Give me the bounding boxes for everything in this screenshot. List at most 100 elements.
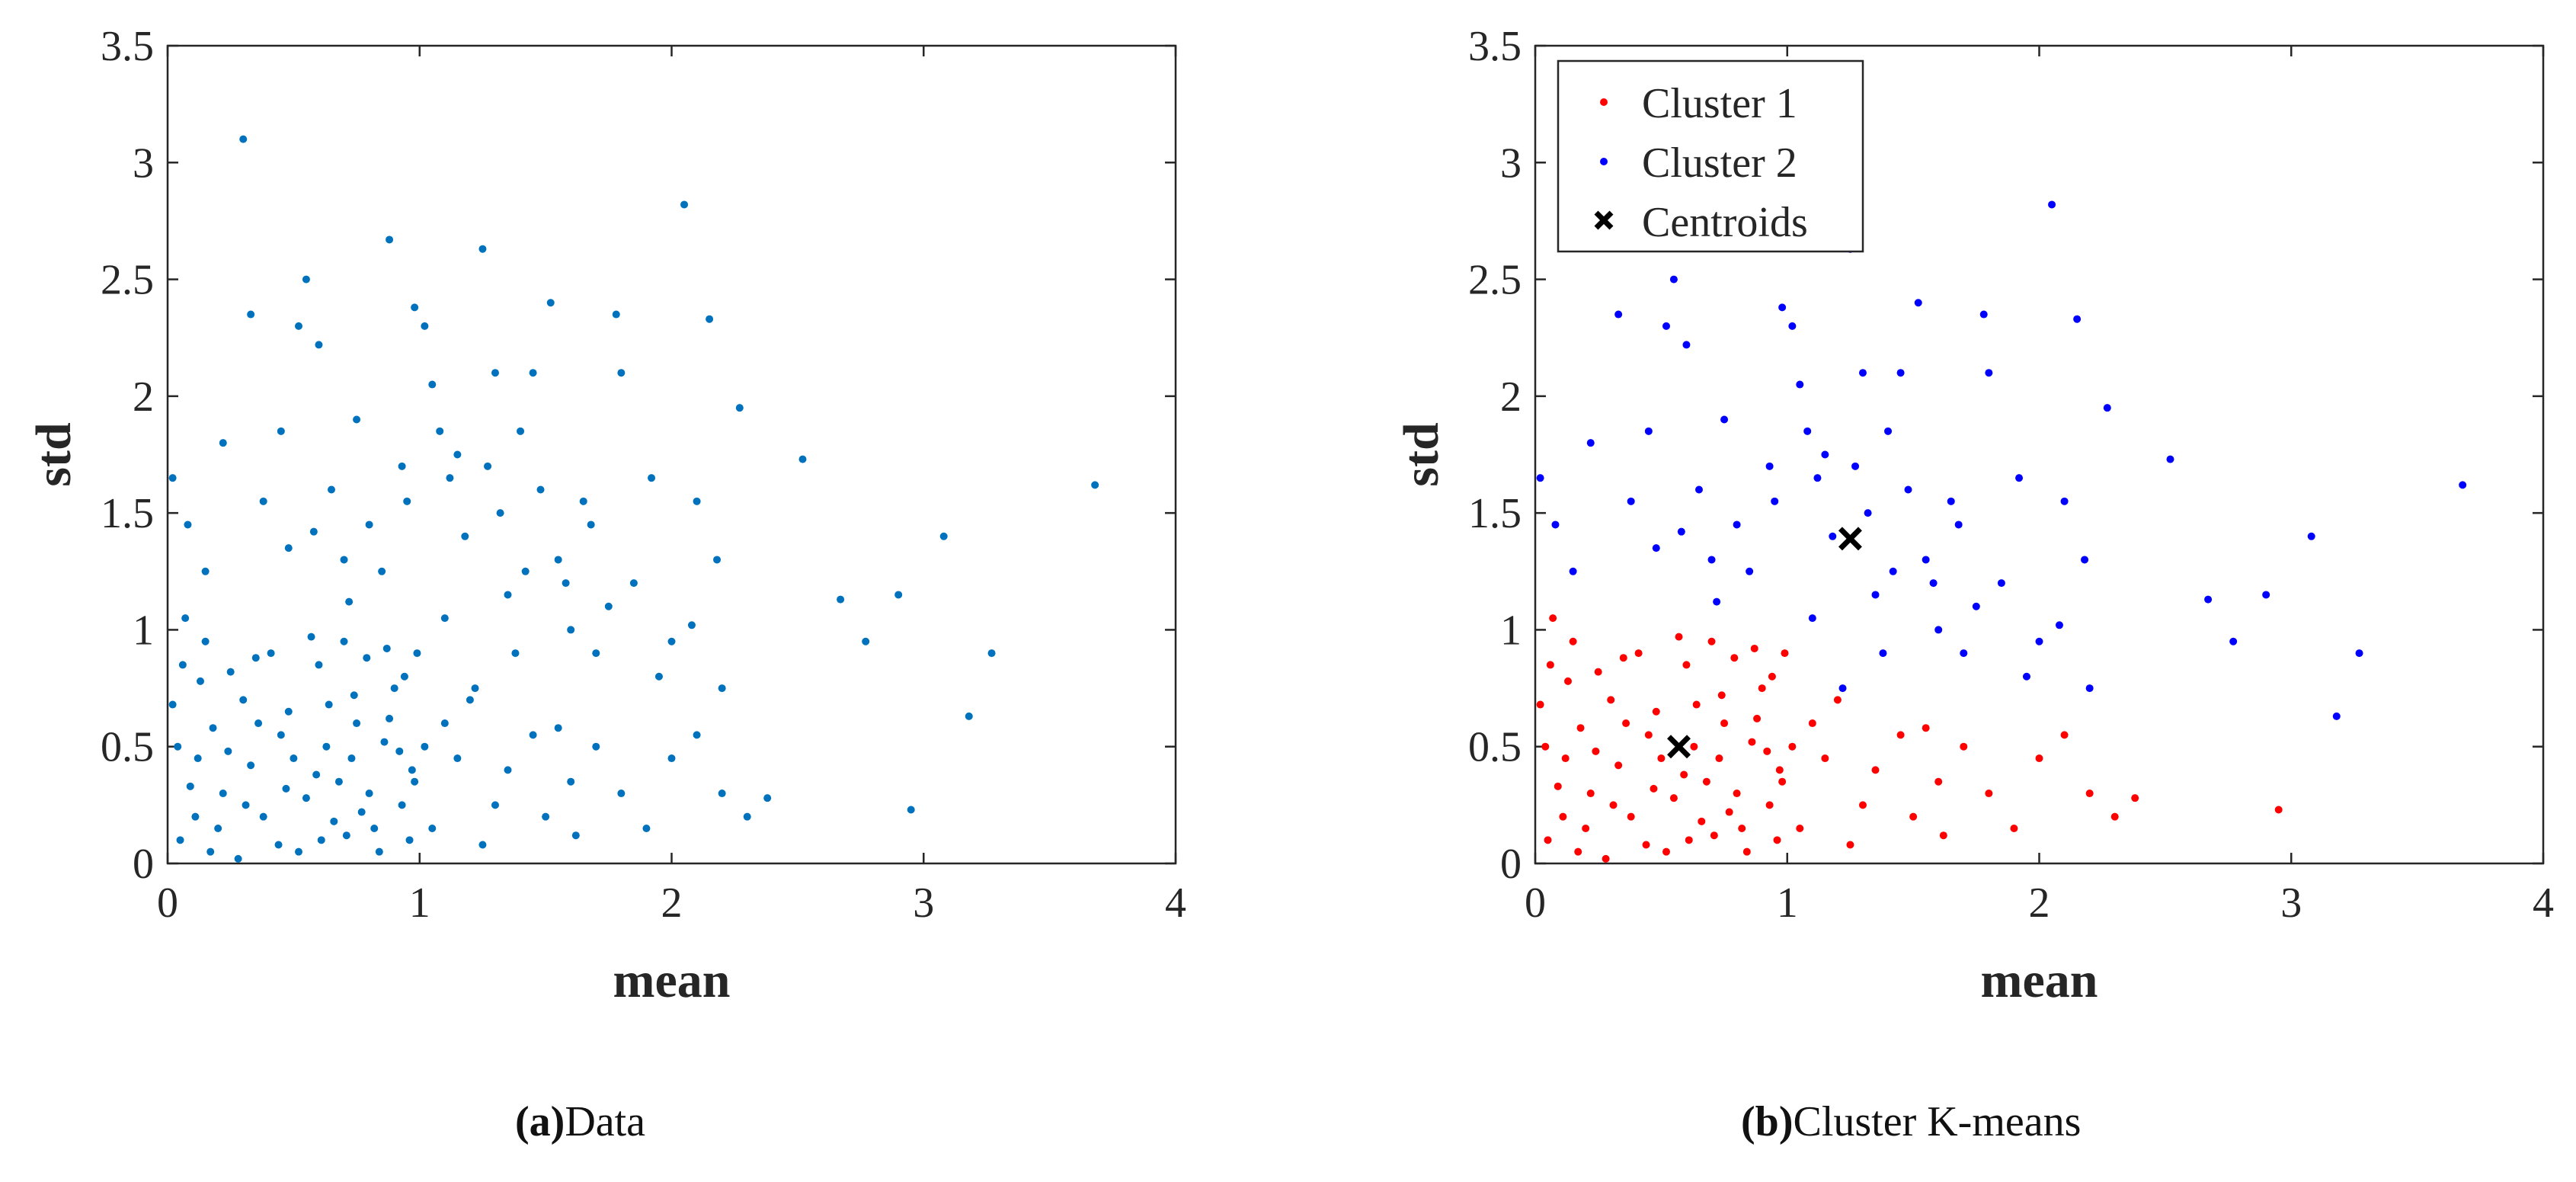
data-point — [219, 439, 227, 447]
data-point — [380, 738, 389, 746]
data-point — [347, 754, 356, 763]
data-point — [837, 595, 845, 604]
cluster1-point — [1675, 633, 1683, 641]
data-point — [277, 731, 285, 739]
data-point — [242, 801, 250, 809]
cluster1-point — [1574, 847, 1582, 856]
cluster2-point — [1713, 597, 1721, 606]
data-point — [365, 521, 373, 529]
panel-a-ytick-label: 2 — [133, 373, 154, 421]
cluster1-point — [1730, 654, 1739, 662]
panel-a-ytick-label: 3 — [133, 139, 154, 187]
cluster1-point — [1536, 700, 1544, 709]
data-point — [1091, 481, 1099, 489]
data-point — [743, 812, 751, 821]
cluster1-point — [1922, 724, 1930, 732]
data-point — [302, 275, 310, 283]
cluster2-point — [1652, 544, 1660, 553]
data-point — [718, 790, 726, 798]
panel-a-xlabel: mean — [613, 953, 731, 1008]
data-point — [398, 462, 406, 470]
cluster1-point — [1773, 836, 1781, 844]
panel-a-ytick-label: 2.5 — [101, 257, 154, 304]
cluster2-point — [1838, 684, 1847, 693]
cluster2-point — [2022, 672, 2030, 681]
panel-a-xtick-label: 1 — [409, 879, 430, 927]
data-point — [713, 556, 722, 564]
data-point — [571, 831, 580, 840]
cluster1-point — [1563, 677, 1572, 685]
data-point — [340, 556, 348, 564]
cluster2-point — [2229, 637, 2238, 645]
centroid-marker — [1667, 735, 1691, 759]
cluster1-point — [1642, 841, 1650, 849]
data-point — [907, 806, 915, 814]
data-point — [226, 668, 235, 676]
cluster1-point — [1592, 747, 1600, 755]
cluster2-point — [1972, 602, 1980, 610]
cluster1-point — [1833, 696, 1842, 704]
data-point — [191, 812, 200, 821]
data-point — [196, 677, 204, 685]
panel-a-xtick-label: 0 — [157, 879, 178, 927]
data-point — [168, 700, 177, 709]
data-point — [277, 427, 285, 435]
data-point — [421, 742, 429, 751]
data-point — [617, 369, 626, 377]
data-point — [529, 369, 537, 377]
cluster1-point — [1549, 614, 1557, 623]
cluster1-point — [1680, 770, 1688, 779]
data-point — [446, 474, 454, 482]
data-point — [400, 672, 408, 681]
data-point — [353, 415, 361, 424]
panel-b-ylabel: std — [1394, 422, 1449, 486]
panel-a-ytick-label: 3.5 — [101, 23, 154, 70]
data-point — [735, 404, 744, 412]
cluster1-point — [1622, 719, 1630, 728]
data-point — [251, 654, 260, 662]
cluster2-point — [2204, 595, 2213, 604]
cluster1-point — [1778, 777, 1787, 786]
panel-a-ytick-label: 1 — [133, 607, 154, 654]
caption-a-paren-close: ) — [550, 1098, 565, 1145]
cluster2-point — [1536, 474, 1544, 482]
data-point — [254, 719, 263, 728]
caption-b: (b)Cluster K-means — [1741, 1097, 2081, 1146]
data-point — [471, 684, 479, 693]
cluster1-point — [1748, 738, 1756, 746]
cluster1-point — [1586, 790, 1595, 798]
cluster1-point — [1619, 654, 1627, 662]
caption-a-text: Data — [565, 1098, 646, 1145]
data-point — [239, 135, 248, 143]
cluster1-point — [1753, 714, 1762, 722]
data-point — [247, 310, 255, 319]
panel-a-ytick-label: 0.5 — [101, 724, 154, 771]
data-point — [330, 817, 338, 825]
data-point — [411, 777, 419, 786]
data-point — [386, 235, 394, 244]
cluster2-point — [1922, 556, 1930, 564]
data-point — [453, 754, 462, 763]
cluster2-point — [1851, 462, 1860, 470]
cluster1-point — [1909, 812, 1918, 821]
cluster1-point — [1725, 808, 1733, 816]
cluster2-point — [1707, 556, 1716, 564]
cluster2-point — [1569, 567, 1577, 575]
cluster1-point — [1985, 790, 1993, 798]
panel-b-xlabel: mean — [1981, 953, 2098, 1008]
cluster1-point — [1594, 668, 1602, 676]
cluster1-point — [1634, 649, 1643, 658]
data-point — [206, 847, 215, 856]
data-point — [334, 777, 343, 786]
cluster2-point — [2459, 481, 2467, 489]
data-point — [325, 700, 333, 709]
cluster2-point — [2103, 404, 2111, 412]
data-point — [309, 527, 318, 536]
cluster1-point — [1765, 801, 1774, 809]
data-point — [290, 754, 298, 763]
cluster1-point — [1742, 847, 1751, 856]
panel-b-ytick-label: 0 — [1500, 841, 1522, 888]
cluster1-point — [2131, 794, 2139, 802]
cluster1-point — [1662, 847, 1670, 856]
data-point — [408, 766, 416, 774]
